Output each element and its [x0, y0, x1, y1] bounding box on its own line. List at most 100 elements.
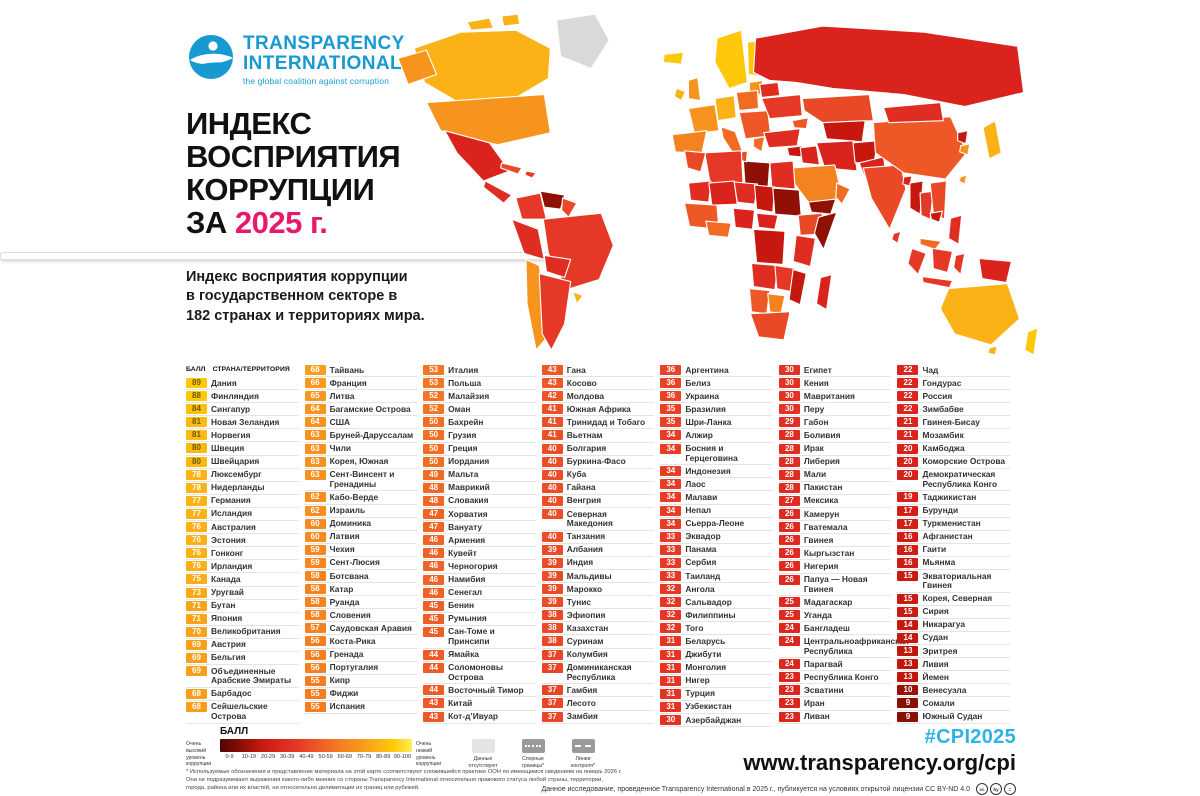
cc-license-icon: by [990, 783, 1002, 795]
score-chip: 26 [778, 509, 800, 520]
score-chip: 16 [897, 557, 919, 568]
country-name: Доминиканская Республика [566, 662, 632, 682]
score-chip: 58 [304, 610, 326, 621]
table-row: 46 Черногория [423, 560, 536, 574]
table-row: 26 Гвинея [778, 534, 892, 548]
country-name: Барбадос [211, 688, 252, 699]
table-row: 31 Узбекистан [660, 701, 773, 715]
score-chip: 64 [304, 417, 326, 428]
country-name: Малайзия [448, 390, 490, 401]
table-row: 58 Словения [304, 609, 418, 623]
country-name: Нидерланды [211, 482, 265, 493]
score-chip: 39 [541, 557, 563, 568]
country-name: Албания [566, 544, 603, 555]
score-chip: 55 [304, 688, 326, 699]
table-row: 55 Кипр [304, 675, 418, 688]
table-row: 42 Молдова [541, 390, 655, 404]
table-row: 25 Мадагаскар [778, 596, 892, 610]
country-name: Бурунди [922, 505, 959, 516]
score-chip: 58 [304, 597, 326, 608]
table-row: 15 Экваториальная Гвинея [897, 570, 1011, 593]
score-chip: 40 [541, 495, 563, 506]
country-name: Эсватини [803, 684, 844, 695]
score-chip: 28 [778, 469, 800, 480]
ti-logo-icon [189, 35, 233, 79]
country-name: Кабо-Верде [329, 491, 379, 502]
legend-box-control: Линии контроля* [562, 739, 604, 770]
score-chip: 75 [186, 574, 207, 585]
score-chip: 28 [778, 443, 800, 454]
scale-tick: 60-69 [337, 754, 352, 760]
country-name: Босния и Герцеговина [685, 443, 738, 463]
country-name: Польша [448, 377, 482, 388]
table-row: 66 Франция [304, 377, 418, 391]
country-name: Тунис [566, 596, 592, 607]
score-chip: 53 [423, 365, 445, 375]
country-name: Ангола [685, 583, 715, 594]
score-chip: 60 [304, 531, 326, 542]
scale-tick: 50-59 [318, 754, 333, 760]
score-chip: 39 [541, 571, 563, 581]
table-row: 56 Коста-Рика [304, 635, 418, 649]
table-row: 33 Эквадор [660, 531, 773, 544]
table-row: 31 Беларусь [660, 635, 773, 649]
disputed-swatch [521, 739, 545, 753]
table-row: 39 Индия [541, 557, 655, 570]
score-chip: 58 [304, 584, 326, 595]
cc-license-icon: cc [976, 783, 988, 795]
table-row: 46 Сенегал [423, 587, 536, 600]
country-name: Монголия [685, 662, 727, 673]
country-name: Объединенные Арабские Эмираты [211, 665, 292, 686]
logo-line1: TRANSPARENCY [243, 33, 405, 54]
score-chip: 76 [186, 548, 207, 559]
country-name: Уругвай [211, 587, 244, 597]
country-name: Зимбабве [922, 403, 964, 414]
score-chip: 68 [186, 688, 207, 699]
score-chip: 63 [304, 469, 326, 480]
country-name: Корея, Северная [922, 593, 993, 604]
site-url[interactable]: www.transparency.org/cpi [743, 750, 1016, 775]
score-chip: 30 [778, 404, 800, 415]
country-name: Кот-д’Ивуар [448, 711, 498, 722]
country-name: Эфиопия [566, 609, 606, 620]
table-row: 36 Аргентина [660, 364, 773, 378]
country-name: США [329, 416, 351, 427]
score-chip: 38 [541, 610, 563, 621]
score-chip: 26 [778, 548, 800, 559]
table-row: 24 Бангладеш [778, 622, 892, 636]
country-name: Черногория [448, 560, 498, 571]
score-chip: 31 [660, 662, 682, 673]
legend-box-label: Спорные границы* [521, 756, 545, 769]
table-row: 64 США [304, 416, 418, 430]
score-chip: 56 [304, 662, 326, 673]
table-row: 19 Таджикистан [897, 491, 1011, 505]
country-name: Доминика [329, 518, 372, 529]
legend-title: БАЛЛ [220, 726, 249, 737]
country-name: Республика Конго [803, 671, 879, 682]
country-name: Габон [803, 416, 829, 427]
score-chip: 38 [541, 623, 563, 634]
country-name: Джибути [685, 649, 722, 660]
country-name: Белиз [685, 377, 711, 388]
score-chip: 10 [897, 685, 919, 696]
country-name: Швеция [211, 442, 245, 453]
title-prefix: ЗА [186, 204, 235, 240]
color-scale: БАЛЛ 0-9 10-19 20-29 30-39 40-49 50-59 60-69 70… [220, 726, 412, 760]
score-chip: 45 [423, 613, 445, 624]
table-row: 15 Сирия [897, 606, 1011, 619]
table-row: 16 Мьянма [897, 557, 1011, 570]
table-row: 52 Малайзия [423, 390, 536, 404]
score-chip: 84 [186, 404, 207, 415]
score-chip: 59 [304, 544, 326, 555]
table-row: 34 Индонезия [660, 465, 773, 479]
score-chip: 46 [423, 587, 445, 598]
country-name: Непал [685, 505, 712, 516]
score-chip: 43 [541, 378, 563, 389]
country-name: Япония [211, 613, 243, 624]
country-name: Мали [803, 469, 827, 480]
legend-box-label: Линии контроля* [571, 756, 595, 769]
country-name: Австралия [211, 521, 256, 532]
table-row: 37 Замбия [541, 711, 655, 724]
score-chip: 22 [897, 404, 919, 415]
country-name: Ливия [922, 658, 949, 669]
